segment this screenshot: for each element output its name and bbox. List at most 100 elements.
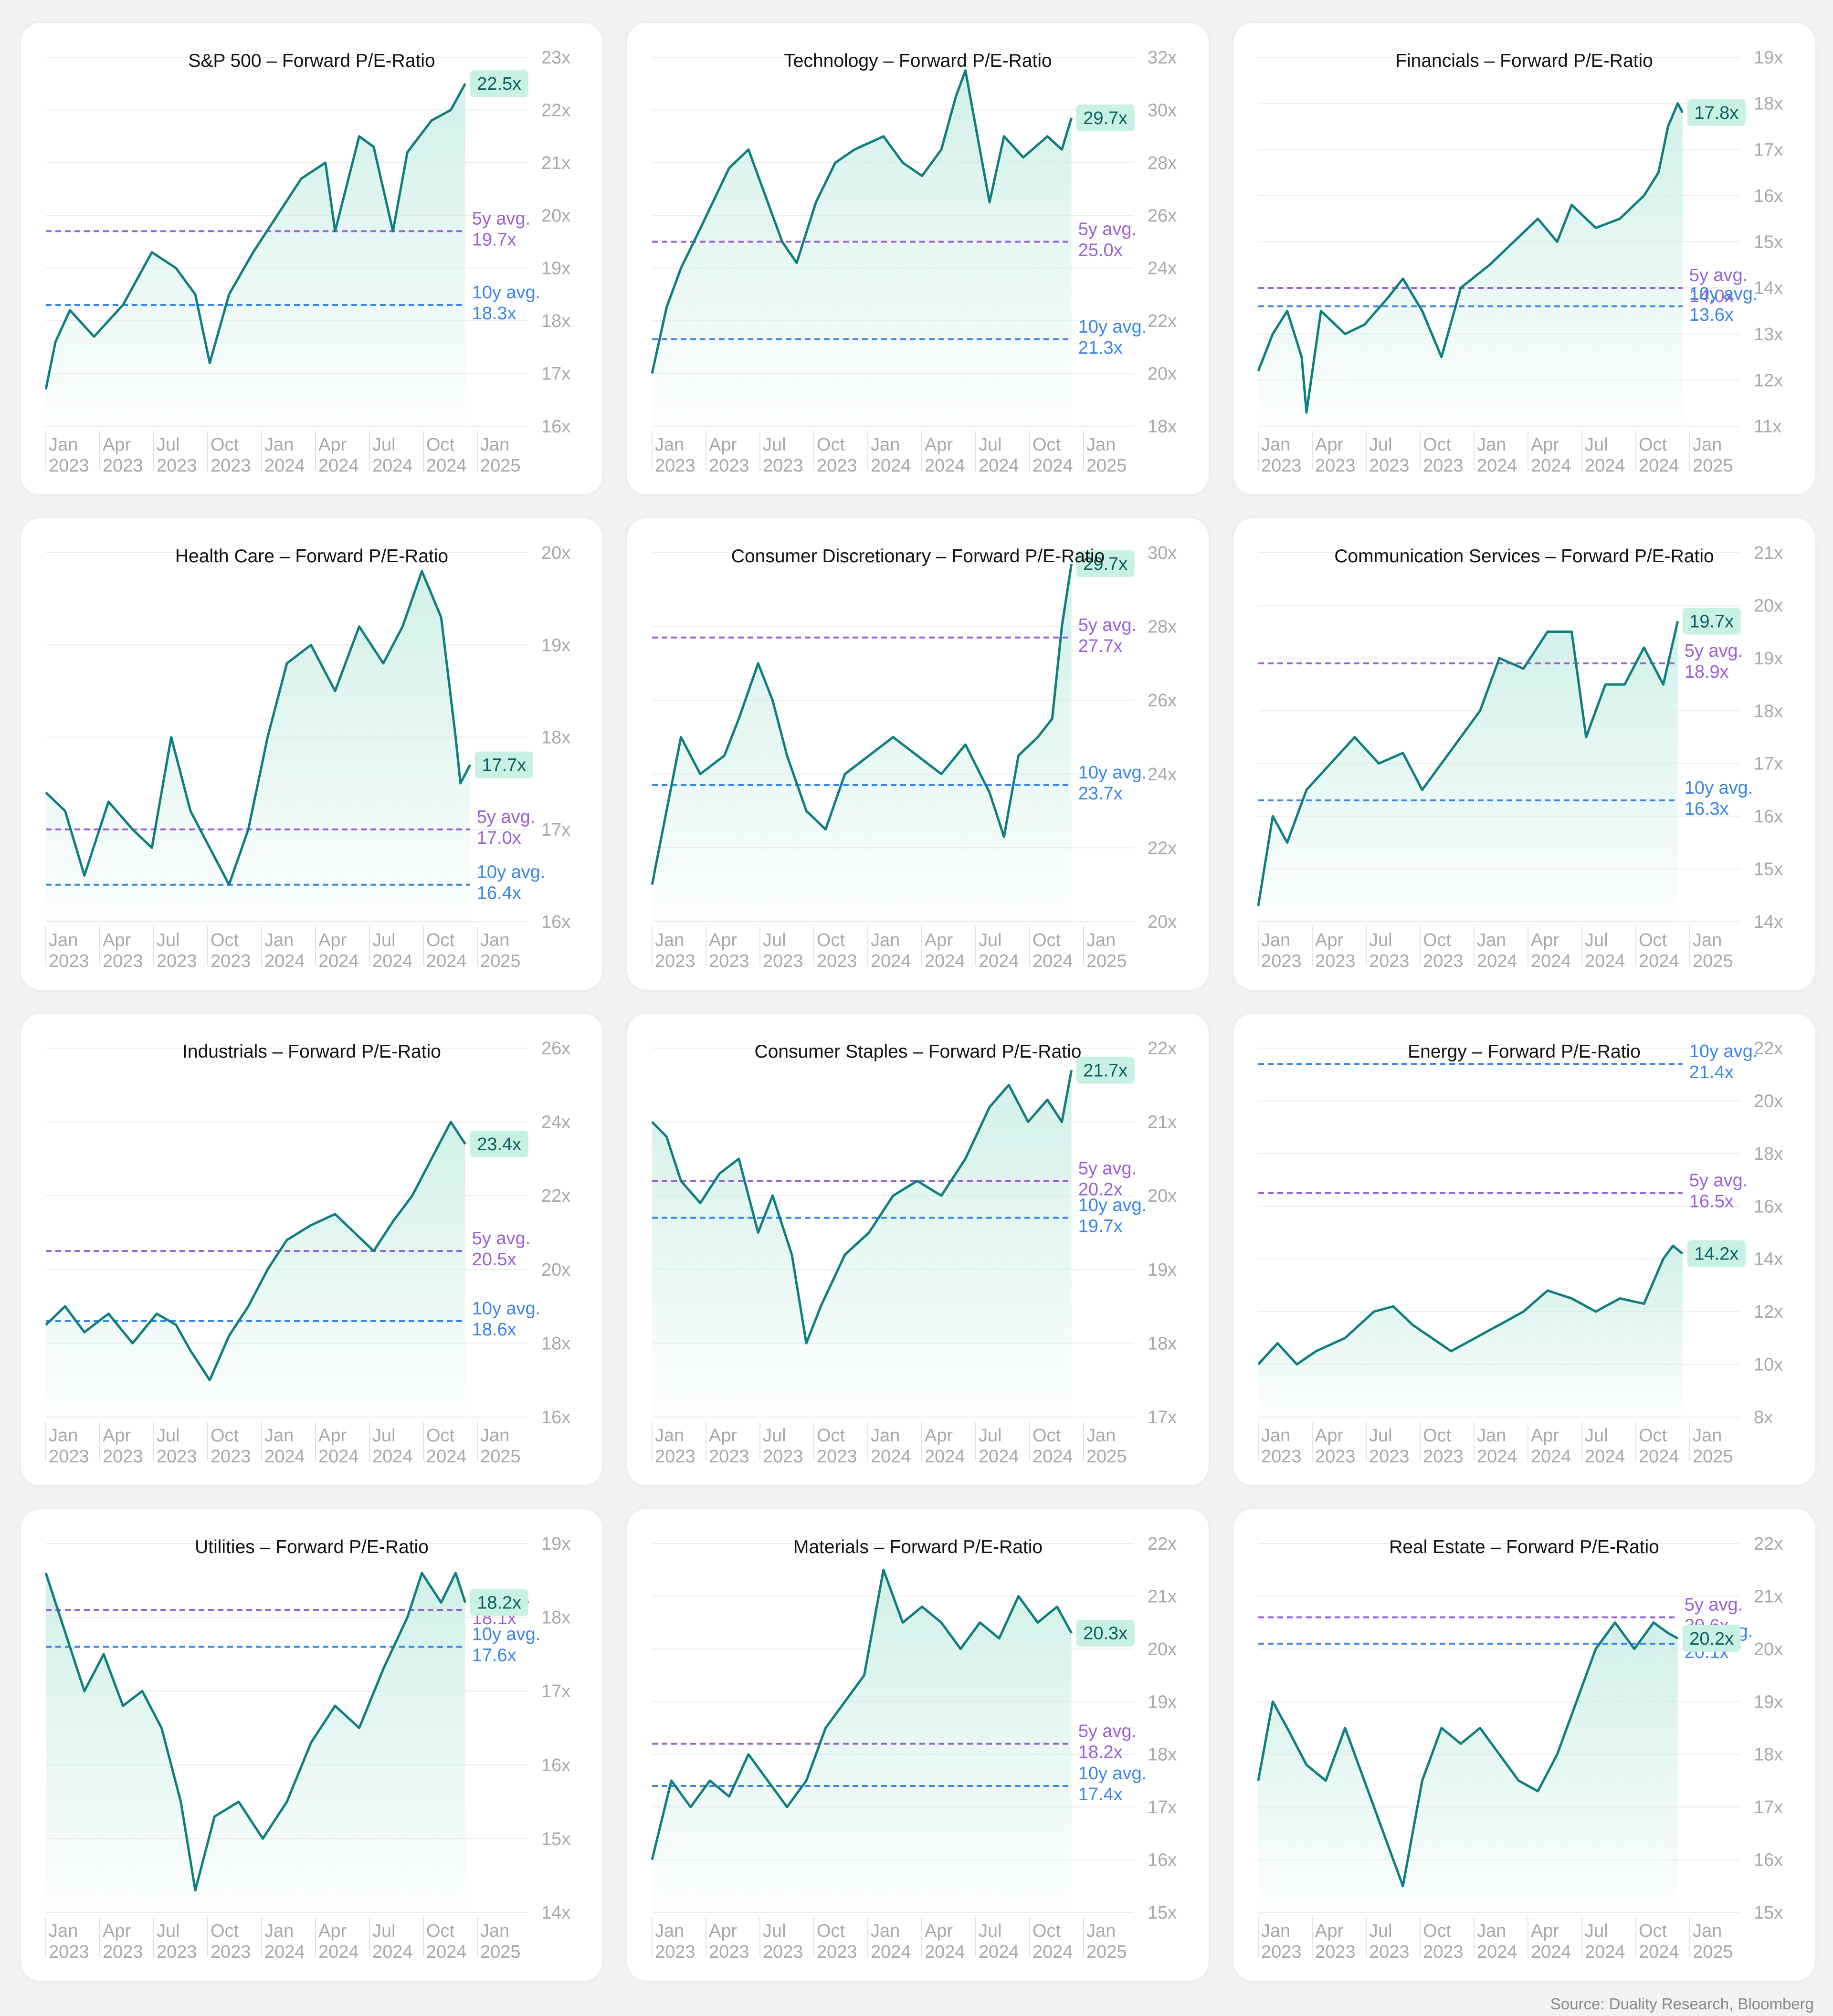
x-tick-year: 2023 <box>1369 1942 1410 1962</box>
chart-title: Health Care – Forward P/E-Ratio <box>175 546 449 567</box>
x-tick-year: 2023 <box>211 1447 251 1467</box>
x-tick-year: 2023 <box>817 456 857 476</box>
current-value-badge <box>1076 1057 1135 1084</box>
x-tick-year: 2023 <box>655 951 695 971</box>
y-tick-label: 18x <box>1148 1334 1177 1354</box>
x-tick-month: Jan <box>480 1921 509 1941</box>
y-tick-label: 21x <box>1754 543 1783 563</box>
avg10-label: 10y avg. 21.3x <box>1078 317 1147 358</box>
y-tick-label: 16x <box>1754 807 1783 827</box>
y-tick-label: 19x <box>541 635 570 655</box>
avg10-label: 10y avg. 18.3x <box>472 283 541 324</box>
x-tick-month: Jan <box>1477 930 1506 950</box>
avg5-label: 5y avg. 17.0x <box>477 807 536 848</box>
avg10-label: 10y avg. 13.6x <box>1689 284 1758 325</box>
chart-plot: 30x28x26x24x22x20xJan2023Apr2023Jul2023O… <box>651 543 1177 971</box>
x-tick-month: Oct <box>1032 1426 1061 1446</box>
y-tick-label: 16x <box>541 912 570 932</box>
x-tick-month: Apr <box>925 1921 953 1941</box>
x-tick-year: 2023 <box>709 456 749 476</box>
current-value-label: 18.2x <box>477 1593 521 1613</box>
y-tick-label: 14x <box>541 1903 570 1923</box>
y-tick-label: 16x <box>541 417 570 437</box>
x-tick-month: Jan <box>871 1426 900 1446</box>
y-tick-label: 17x <box>541 1681 570 1701</box>
x-tick-month: Jan <box>49 1921 78 1941</box>
x-tick-month: Apr <box>1531 1426 1559 1446</box>
current-value-label: 19.7x <box>1689 612 1734 632</box>
x-tick-month: Oct <box>817 1426 845 1446</box>
y-tick-label: 20x <box>1754 1639 1783 1659</box>
x-tick-year: 2024 <box>1585 1447 1625 1467</box>
x-tick-month: Jul <box>1585 435 1608 455</box>
x-tick-month: Jul <box>372 435 396 455</box>
y-tick-label: 17x <box>1754 140 1783 160</box>
y-tick-label: 15x <box>1754 860 1783 880</box>
x-tick-month: Oct <box>426 1426 455 1446</box>
series-line <box>45 1121 466 1382</box>
x-tick-year: 2023 <box>49 456 89 476</box>
y-tick-label: 20x <box>541 206 570 226</box>
avg10-label: 10y avg. 16.3x <box>1685 778 1753 819</box>
x-tick-year: 2024 <box>318 1942 359 1962</box>
x-tick-year: 2023 <box>1423 1942 1464 1962</box>
x-tick-year: 2025 <box>1086 456 1127 476</box>
x-tick-month: Jul <box>979 1426 1002 1446</box>
x-tick-month: Jan <box>655 435 684 455</box>
x-tick-month: Oct <box>817 930 845 950</box>
x-tick-month: Jul <box>763 1921 786 1941</box>
x-tick-year: 2023 <box>157 1942 197 1962</box>
x-tick-month: Oct <box>211 1426 239 1446</box>
x-tick-year: 2023 <box>655 1942 695 1962</box>
x-tick-month: Jul <box>1585 930 1608 950</box>
y-tick-label: 26x <box>541 1039 570 1059</box>
x-tick-month: Jan <box>264 1921 294 1941</box>
series-line <box>44 83 466 390</box>
x-tick-month: Jul <box>1369 1426 1392 1446</box>
y-tick-label: 8x <box>1754 1407 1773 1428</box>
chart-plot: 21x20x19x18x17x16x15x14xJan2023Apr2023Ju… <box>1257 543 1783 971</box>
chart-plot: 23x22x21x20x19x18x17x16xJan2023Apr2023Ju… <box>44 48 570 476</box>
y-tick-label: 21x <box>1148 1586 1177 1606</box>
x-tick-month: Apr <box>318 1426 347 1446</box>
series-line <box>1257 1621 1678 1888</box>
series-area <box>652 564 1072 922</box>
x-tick-year: 2025 <box>1086 1447 1127 1467</box>
y-tick-label: 16x <box>1754 1850 1783 1870</box>
y-tick-label: 22x <box>1754 1039 1783 1059</box>
avg5-label: 5y avg. 18.9x <box>1685 641 1743 682</box>
series-line <box>44 1572 467 1892</box>
y-tick-label: 24x <box>541 1113 570 1133</box>
x-tick-year: 2024 <box>1032 1942 1073 1962</box>
x-tick-year: 2024 <box>1531 1942 1571 1962</box>
series-line <box>1257 102 1684 414</box>
x-tick-month: Oct <box>211 435 239 455</box>
x-tick-month: Jul <box>763 930 786 950</box>
y-tick-label: 10x <box>1754 1355 1783 1375</box>
x-tick-year: 2024 <box>372 1447 413 1467</box>
x-tick-year: 2023 <box>1261 951 1302 971</box>
x-tick-year: 2024 <box>1585 951 1625 971</box>
x-tick-year: 2023 <box>1261 1942 1302 1962</box>
x-tick-year: 2023 <box>655 1447 695 1467</box>
x-tick-year: 2024 <box>979 1447 1019 1467</box>
x-tick-year: 2023 <box>1369 951 1410 971</box>
x-tick-year: 2025 <box>480 1942 521 1962</box>
y-tick-label: 20x <box>1148 1186 1177 1206</box>
y-tick-label: 16x <box>1754 1197 1783 1217</box>
x-tick-month: Jan <box>871 930 900 950</box>
x-tick-year: 2024 <box>1639 1942 1679 1962</box>
x-tick-month: Jul <box>1369 1921 1392 1941</box>
x-tick-month: Oct <box>1639 1921 1667 1941</box>
series-line <box>45 570 472 886</box>
y-tick-label: 22x <box>1148 311 1177 331</box>
x-tick-month: Oct <box>426 930 455 950</box>
chart-plot: 19x18x17x16x15x14x13x12x11xJan2023Apr202… <box>1257 48 1783 476</box>
y-tick-label: 22x <box>1754 1534 1783 1554</box>
x-tick-year: 2023 <box>211 456 251 476</box>
current-value-badge <box>1687 1240 1746 1267</box>
y-tick-label: 16x <box>541 1755 570 1775</box>
x-tick-month: Apr <box>925 1426 953 1446</box>
chart-card: 20x 19x 18x 17x 16x Jan 2023 Apr 2023 Jul 2023 Oct 2… <box>21 518 602 990</box>
x-tick-month: Apr <box>318 435 347 455</box>
